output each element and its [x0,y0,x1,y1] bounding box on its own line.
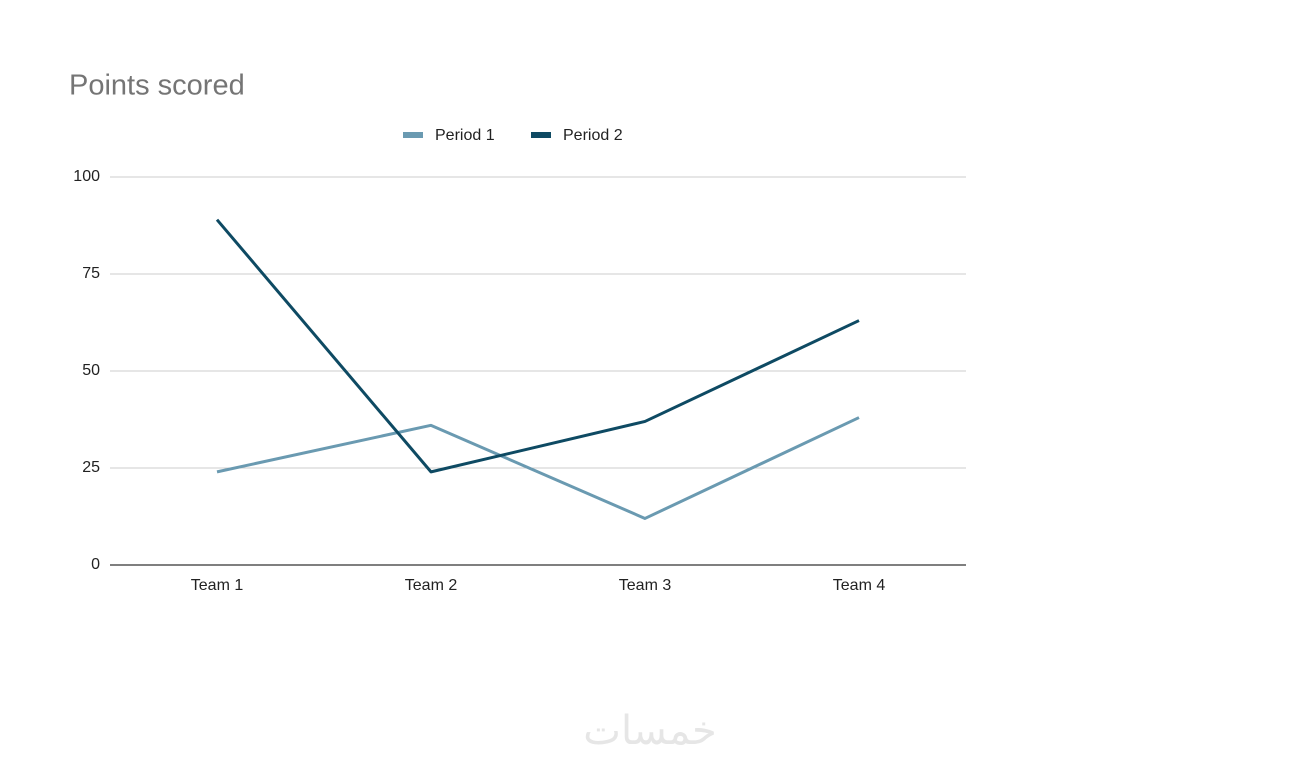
y-tick-label: 0 [91,556,100,573]
legend-label: Period 1 [435,127,495,144]
x-tick-label: Team 3 [619,577,672,594]
x-tick-label: Team 2 [405,577,458,594]
legend-swatch [531,132,551,138]
series-line [215,218,860,474]
legend-label: Period 2 [563,127,623,144]
series-line [216,416,860,520]
y-tick-label: 50 [82,362,100,379]
y-tick-label: 75 [82,265,100,282]
y-tick-label: 25 [82,459,100,476]
x-tick-label: Team 1 [191,577,244,594]
x-tick-label: Team 4 [833,577,886,594]
watermark: خمسات [583,708,716,754]
legend-swatch [403,132,423,138]
chart-title: Points scored [69,70,245,102]
y-tick-label: 100 [73,168,100,185]
